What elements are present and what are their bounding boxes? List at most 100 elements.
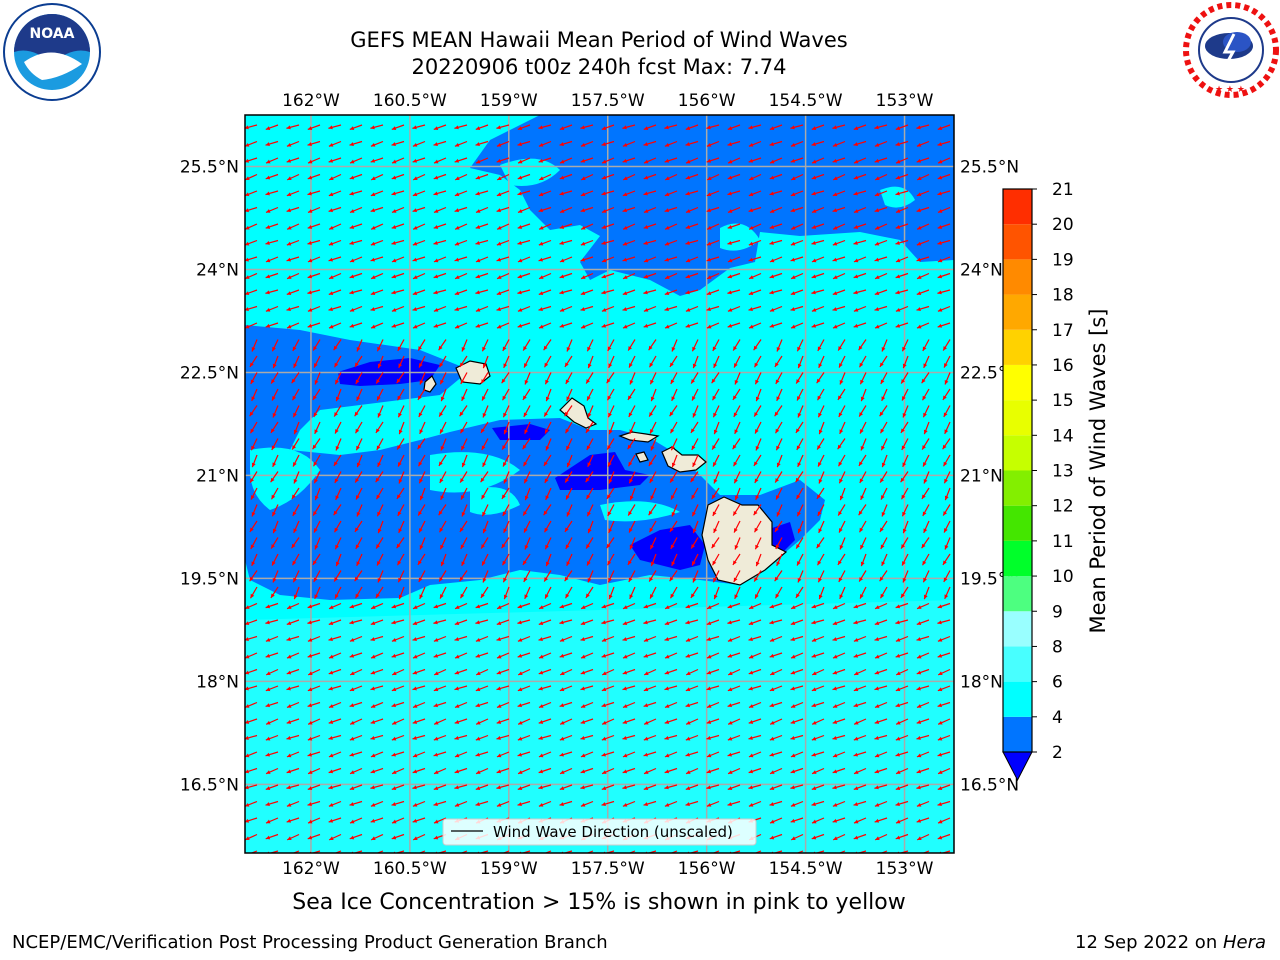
direction-arrow-head (266, 770, 271, 774)
direction-arrow-head (265, 835, 271, 840)
direction-arrow-head (419, 429, 424, 434)
direction-arrow-head (307, 703, 313, 708)
direction-arrow-head (916, 735, 921, 740)
direction-arrow-head (601, 637, 607, 642)
direction-arrow-head (754, 577, 759, 582)
direction-arrow-head (307, 290, 312, 295)
direction-arrow-head (895, 653, 901, 658)
direction-arrow-head (797, 511, 801, 517)
direction-arrow-head (665, 324, 670, 329)
direction-arrow-head (412, 818, 418, 823)
colorbar-tick-label: 19 (1052, 250, 1074, 270)
direction-arrow-head (391, 323, 397, 328)
direction-arrow-head (601, 258, 607, 263)
direction-arrow-head (685, 225, 691, 229)
direction-arrow-head (623, 176, 628, 181)
direction-arrow-head (858, 461, 863, 466)
direction-arrow-head (797, 578, 802, 583)
direction-arrow-head (664, 769, 670, 774)
direction-arrow-head (832, 158, 838, 163)
direction-arrow-head (874, 257, 879, 262)
direction-arrow-head (732, 444, 737, 450)
direction-arrow-head (481, 379, 486, 384)
direction-arrow-head (607, 560, 612, 566)
direction-arrow-head (755, 544, 759, 550)
direction-arrow-head (895, 786, 901, 790)
direction-arrow-head (811, 736, 817, 741)
svg-text:★ ★ ★: ★ ★ ★ (1215, 85, 1245, 95)
direction-arrow-head (356, 347, 361, 352)
direction-arrow-head (454, 785, 459, 790)
direction-arrow-head (937, 703, 943, 708)
direction-arrow-head (454, 291, 460, 295)
direction-arrow-head (896, 720, 901, 725)
direction-arrow-head (419, 594, 424, 599)
direction-arrow-head (587, 462, 592, 467)
direction-arrow-head (901, 494, 906, 500)
direction-arrow-head (664, 307, 669, 311)
direction-arrow-head (838, 511, 843, 516)
direction-arrow-head (391, 802, 396, 806)
period-band-south (245, 600, 954, 853)
direction-arrow-head (895, 637, 901, 642)
direction-arrow-head (496, 125, 501, 130)
direction-arrow-head (503, 577, 507, 583)
direction-arrow-head (748, 735, 753, 740)
direction-arrow-head (307, 604, 313, 609)
direction-arrow-head (791, 654, 796, 659)
direction-arrow-head (265, 258, 271, 263)
direction-arrow-head (308, 819, 313, 824)
direction-arrow-head (775, 428, 780, 434)
direction-arrow-head (685, 126, 691, 130)
direction-arrow-head (371, 324, 376, 329)
direction-arrow-head (790, 802, 796, 807)
direction-arrow-head (601, 802, 606, 806)
direction-arrow-head (629, 478, 633, 484)
direction-arrow-head (832, 802, 838, 807)
direction-arrow-head (748, 291, 754, 295)
colorbar-segment (1003, 329, 1032, 365)
direction-arrow-head (377, 363, 382, 369)
direction-arrow-head (391, 752, 396, 757)
direction-arrow-head (518, 770, 523, 774)
direction-arrow-head (350, 720, 355, 725)
direction-arrow-head (916, 753, 922, 758)
direction-arrow-head (895, 307, 901, 312)
direction-arrow-head (454, 735, 459, 740)
direction-arrow-head (251, 445, 255, 451)
direction-arrow-head (265, 274, 271, 279)
direction-arrow-head (734, 594, 739, 599)
direction-arrow-head (853, 703, 859, 708)
direction-arrow-head (433, 786, 439, 790)
direction-arrow-head (328, 735, 333, 740)
direction-arrow-head (329, 324, 334, 329)
colorbar-segment (1003, 470, 1032, 506)
direction-arrow-head (832, 621, 838, 625)
direction-arrow-head (565, 544, 570, 549)
direction-arrow-head (245, 142, 250, 147)
direction-arrow-head (755, 495, 760, 500)
direction-arrow-head (818, 577, 822, 583)
direction-arrow-head (475, 225, 481, 229)
direction-arrow-head (839, 429, 844, 434)
direction-arrow-head (454, 753, 460, 758)
direction-arrow-head (811, 290, 816, 295)
direction-arrow-head (307, 786, 313, 790)
direction-arrow-head (349, 240, 354, 245)
direction-arrow-head (291, 543, 296, 549)
direction-arrow-head (902, 363, 907, 369)
direction-arrow-head (439, 527, 444, 533)
direction-arrow-head (853, 191, 858, 196)
direction-arrow-head (727, 323, 733, 328)
direction-arrow-head (727, 209, 733, 213)
direction-arrow-head (497, 605, 502, 609)
direction-arrow-head (838, 577, 843, 582)
direction-arrow-head (517, 653, 523, 658)
direction-arrow-head (769, 653, 775, 658)
direction-arrow-head (586, 494, 591, 500)
direction-arrow-head (538, 307, 543, 311)
direction-arrow-head (412, 125, 417, 130)
direction-arrow-head (286, 670, 292, 675)
direction-arrow-head (627, 560, 632, 565)
direction-arrow-head (775, 379, 780, 384)
